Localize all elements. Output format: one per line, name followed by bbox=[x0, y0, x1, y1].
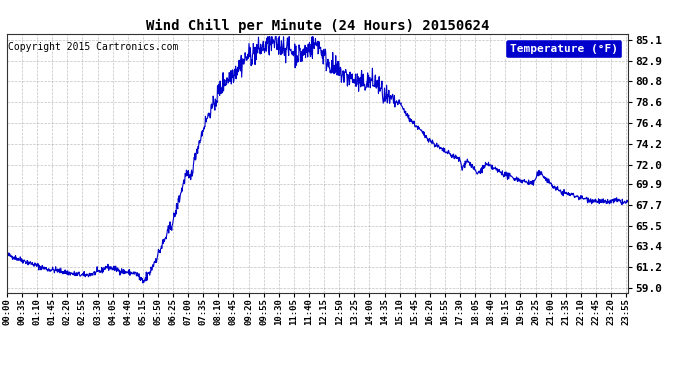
Title: Wind Chill per Minute (24 Hours) 20150624: Wind Chill per Minute (24 Hours) 2015062… bbox=[146, 18, 489, 33]
Text: Copyright 2015 Cartronics.com: Copyright 2015 Cartronics.com bbox=[8, 42, 179, 51]
Legend: Temperature (°F): Temperature (°F) bbox=[506, 39, 622, 58]
